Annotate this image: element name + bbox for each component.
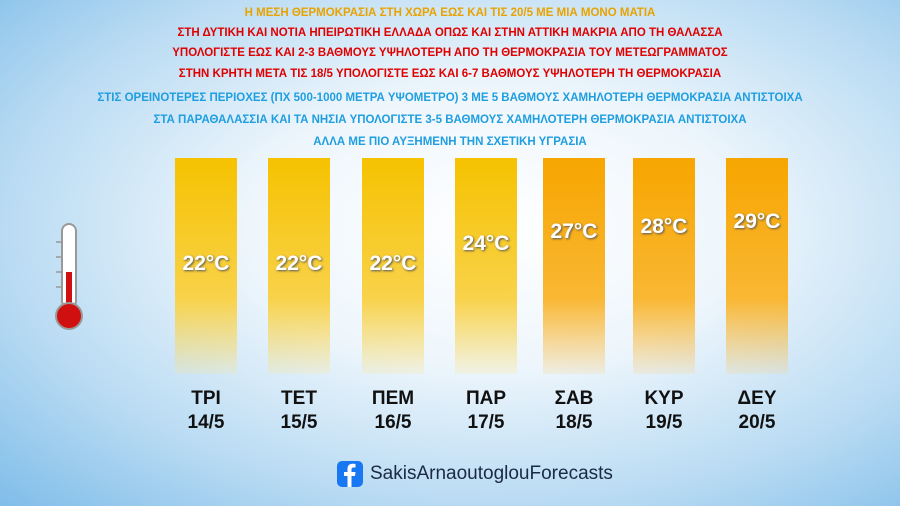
day-bar (362, 158, 424, 374)
header-line: ΣΤΗ ΔΥΤΙΚΗ ΚΑΙ ΝΟΤΙΑ ΗΠΕΙΡΩΤΙΚΗ ΕΛΛΑΔΑ Ο… (177, 27, 723, 39)
header-line: ΣΤΙΣ ΟΡΕΙΝΟΤΕΡΕΣ ΠΕΡΙΟΧΕΣ (ΠΧ 500-1000 Μ… (97, 92, 803, 104)
header-line: Η ΜΕΣΗ ΘΕΡΜΟΚΡΑΣΙΑ ΣΤΗ ΧΩΡΑ ΕΩΣ ΚΑΙ ΤΙΣ … (244, 7, 656, 19)
day-bar (268, 158, 330, 374)
day-bar (455, 158, 517, 374)
day-name: ΠΑΡ (465, 388, 507, 409)
day-name: ΠΕΜ (371, 388, 415, 409)
temperature: 29°C (733, 210, 781, 233)
header-line: ΣΤΑ ΠΑΡΑΘΑΛΑΣΣΙΑ ΚΑΙ ΤΑ ΝΗΣΙΑ ΥΠΟΛΟΓΙΣΤΕ… (153, 114, 747, 126)
temperature: 22°C (369, 252, 417, 275)
day-date: 20/5 (738, 412, 776, 433)
day-bar (633, 158, 695, 374)
temperature: 22°C (182, 252, 230, 275)
day-bar (175, 158, 237, 374)
day-name: ΤΕΤ (281, 388, 317, 409)
day-date: 19/5 (645, 412, 683, 433)
day-name: ΤΡΙ (191, 388, 221, 409)
day-date: 18/5 (555, 412, 593, 433)
day-name: ΚΥΡ (644, 388, 684, 409)
temperature: 24°C (462, 232, 510, 255)
day-date: 15/5 (280, 412, 318, 433)
header-line: ΑΛΛΑ ΜΕ ΠΙΟ ΑΥΞΗΜΕΝΗ ΤΗΝ ΣΧΕΤΙΚΗ ΥΓΡΑΣΙΑ (313, 136, 587, 148)
header-line: ΥΠΟΛΟΓΙΣΤΕ ΕΩΣ ΚΑΙ 2-3 ΒΑΘΜΟΥΣ ΥΨΗΛΟΤΕΡΗ… (172, 47, 728, 59)
day-date: 17/5 (467, 412, 505, 433)
page-name: SakisArnaoutoglouForecasts (370, 463, 613, 484)
temperature: 28°C (640, 215, 688, 238)
header-line: ΣΤΗΝ ΚΡΗΤΗ ΜΕΤΑ ΤΙΣ 18/5 ΥΠΟΛΟΓΙΣΤΕ ΕΩΣ … (178, 68, 722, 80)
temperature: 27°C (550, 220, 598, 243)
day-bar (543, 158, 605, 374)
day-date: 14/5 (187, 412, 225, 433)
thermometer (55, 223, 83, 330)
facebook-icon (337, 461, 363, 487)
day-date: 16/5 (374, 412, 412, 433)
day-name: ΔΕΥ (737, 388, 777, 409)
day-bar (726, 158, 788, 374)
day-name: ΣΑΒ (554, 388, 594, 409)
temperature: 22°C (275, 252, 323, 275)
